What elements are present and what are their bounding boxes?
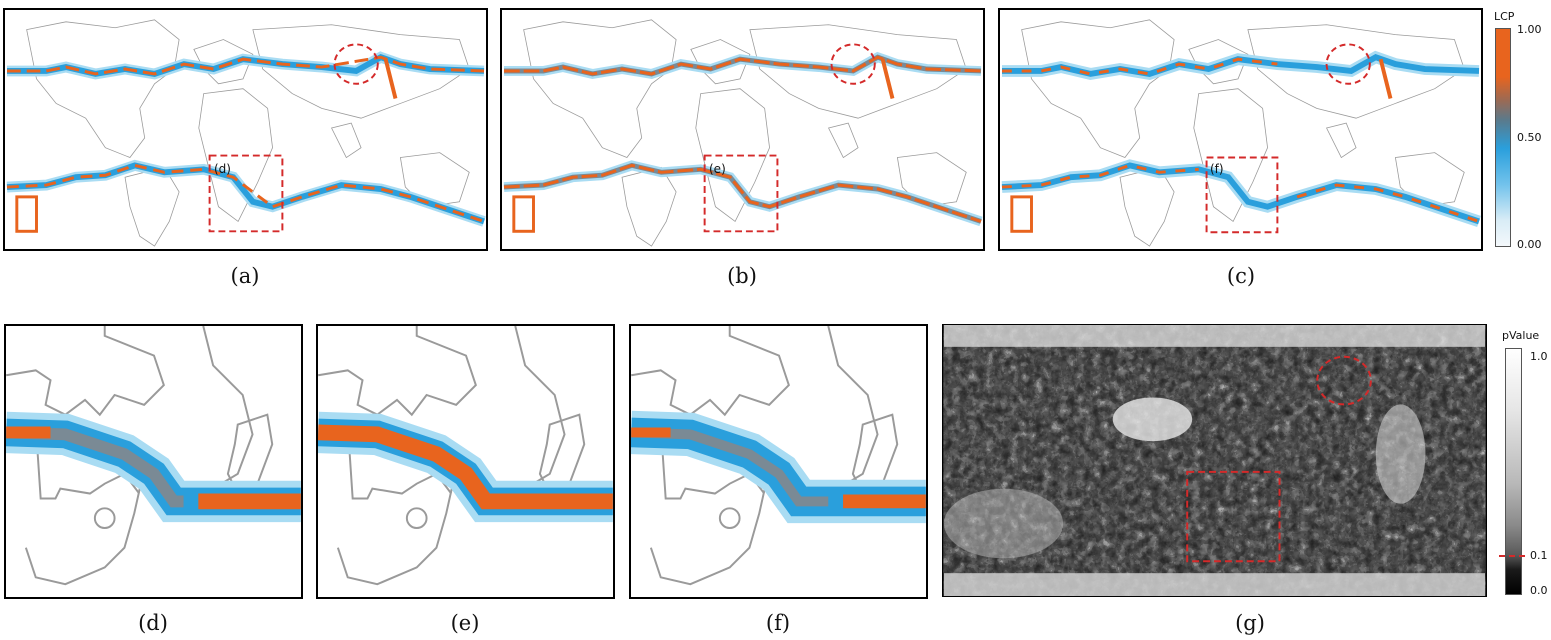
caption-b: (b) <box>727 264 757 288</box>
inset-panel-e <box>316 324 615 599</box>
inset-label: (e) <box>709 162 726 176</box>
lcp-tick-low: 0.00 <box>1517 238 1542 251</box>
pvalue-map-panel <box>942 324 1487 597</box>
world-map-c <box>1001 19 1481 247</box>
pvalue-colorbar-title: pValue <box>1502 329 1540 342</box>
caption-f: (f) <box>765 611 791 635</box>
highlight-circle <box>1316 355 1372 406</box>
highlight-circle <box>333 43 379 85</box>
caption-c: (c) <box>1226 264 1256 288</box>
caption-d: (d) <box>138 611 168 635</box>
lcp-colorbar <box>1495 28 1511 247</box>
highlight-rectangle <box>1186 470 1281 563</box>
inset-map-d <box>6 326 301 586</box>
map-panel-b: (e) <box>500 8 985 251</box>
pvalue-threshold-marker <box>1499 555 1525 557</box>
pvalue-tick-low: 0.0 <box>1530 584 1548 597</box>
caption-a: (a) <box>230 264 260 288</box>
pvalue-tick-threshold: 0.1 <box>1530 549 1548 562</box>
inset-panel-d <box>4 324 303 599</box>
lcp-tick-high: 1.00 <box>1517 23 1542 36</box>
map-panel-c: (f) <box>998 8 1483 251</box>
lcp-colorbar-title: LCP <box>1494 10 1515 23</box>
caption-g: (g) <box>1235 611 1265 635</box>
pvalue-map <box>943 325 1486 596</box>
inset-panel-f <box>629 324 928 599</box>
map-panel-a: (d) <box>3 8 488 251</box>
pvalue-colorbar <box>1505 348 1522 595</box>
inset-map-e <box>318 326 613 586</box>
inset-label: (d) <box>214 162 231 176</box>
highlight-rectangle <box>208 154 284 233</box>
pvalue-tick-high: 1.0 <box>1530 350 1548 363</box>
lcp-tick-mid: 0.50 <box>1517 131 1542 144</box>
world-map-a <box>6 19 486 247</box>
caption-e: (e) <box>450 611 480 635</box>
world-map-b <box>503 19 983 247</box>
inset-label: (f) <box>1210 162 1224 176</box>
inset-map-f <box>631 326 926 586</box>
